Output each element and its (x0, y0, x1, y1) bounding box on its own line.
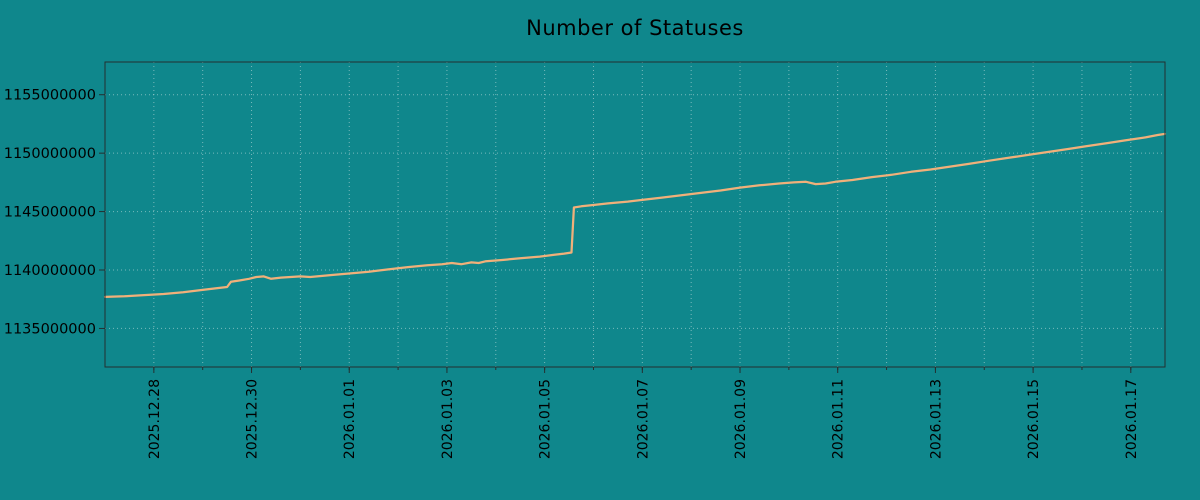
plot-border (104, 61, 1166, 368)
x-tick-label: 2025.12.30 (245, 379, 261, 459)
x-tick-label: 2026.01.11 (831, 379, 847, 459)
x-tick-label: 2025.12.28 (147, 379, 163, 459)
x-tick-label: 2026.01.09 (733, 379, 749, 459)
x-tick-label: 2026.01.15 (1026, 379, 1042, 459)
y-tick-label: 1150000000 (4, 146, 96, 162)
y-tick-label: 1145000000 (4, 205, 96, 221)
chart-title: Number of Statuses (526, 16, 744, 40)
y-tick-label: 1140000000 (4, 263, 96, 279)
x-tick-label: 2026.01.17 (1124, 379, 1140, 459)
x-tick-label: 2026.01.01 (342, 379, 358, 459)
y-tick-label: 1135000000 (4, 321, 96, 337)
x-tick-label: 2026.01.03 (440, 379, 456, 459)
series-line-statuses (103, 132, 1167, 299)
x-tick-label: 2026.01.07 (635, 379, 651, 459)
y-tick-label: 1155000000 (4, 88, 96, 104)
x-tick-label: 2026.01.05 (538, 379, 554, 459)
x-tick-label: 2026.01.13 (928, 379, 944, 459)
